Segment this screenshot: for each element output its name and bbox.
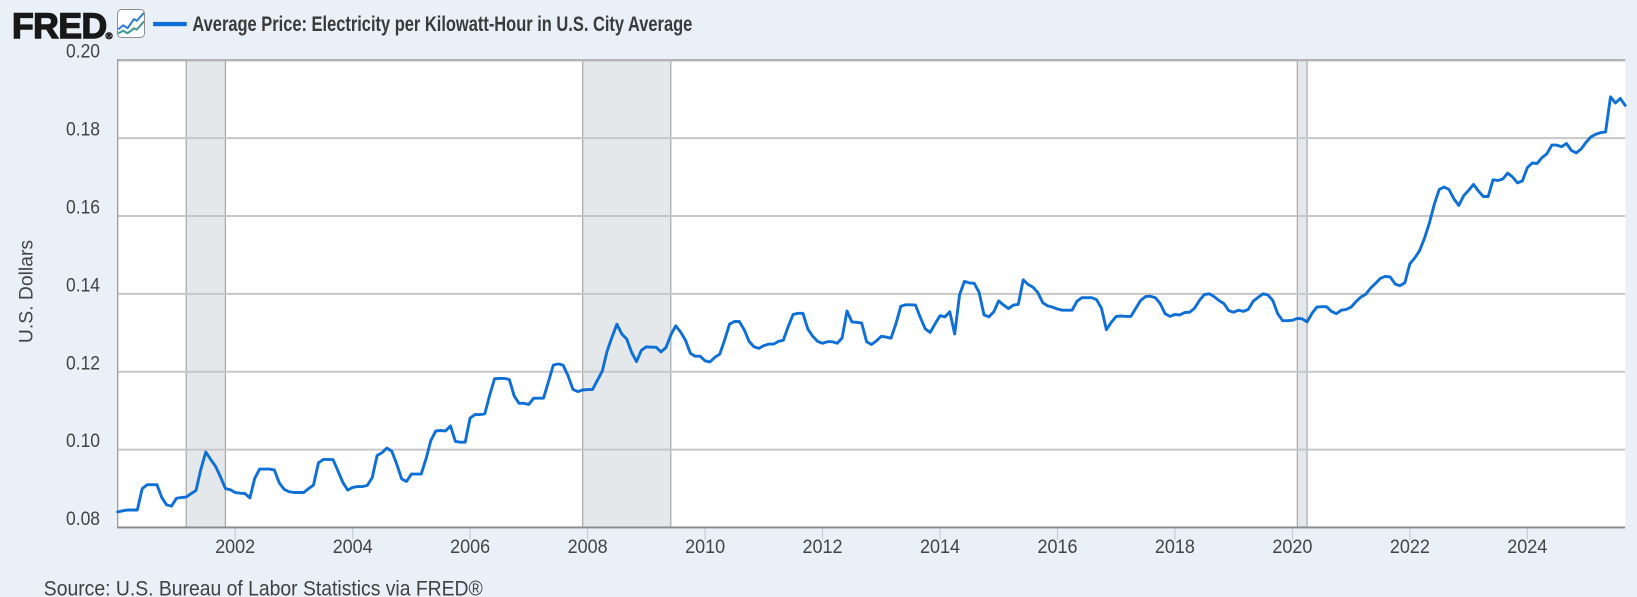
svg-text:2016: 2016 (1038, 536, 1078, 558)
svg-text:0.14: 0.14 (66, 274, 100, 296)
svg-text:0.20: 0.20 (66, 41, 100, 63)
svg-text:2018: 2018 (1155, 536, 1195, 558)
svg-text:Average Price: Electricity per: Average Price: Electricity per Kilowatt-… (192, 13, 692, 36)
svg-text:0.18: 0.18 (66, 119, 100, 141)
svg-text:U.S. Dollars: U.S. Dollars (16, 240, 38, 343)
svg-text:2002: 2002 (215, 536, 255, 558)
svg-text:0.10: 0.10 (66, 430, 100, 452)
svg-text:0.08: 0.08 (66, 508, 100, 530)
svg-text:0.16: 0.16 (66, 197, 100, 219)
svg-text:2008: 2008 (568, 536, 608, 558)
svg-text:2006: 2006 (450, 536, 490, 558)
svg-text:2022: 2022 (1390, 536, 1430, 558)
svg-text:2004: 2004 (333, 536, 373, 558)
svg-text:2020: 2020 (1272, 536, 1312, 558)
svg-text:Source: U.S. Bureau of Labor S: Source: U.S. Bureau of Labor Statistics … (44, 577, 483, 597)
svg-text:2024: 2024 (1507, 536, 1547, 558)
svg-text:0.12: 0.12 (66, 352, 100, 374)
svg-text:2014: 2014 (920, 536, 960, 558)
svg-text:2012: 2012 (803, 536, 843, 558)
svg-text:2010: 2010 (685, 536, 725, 558)
